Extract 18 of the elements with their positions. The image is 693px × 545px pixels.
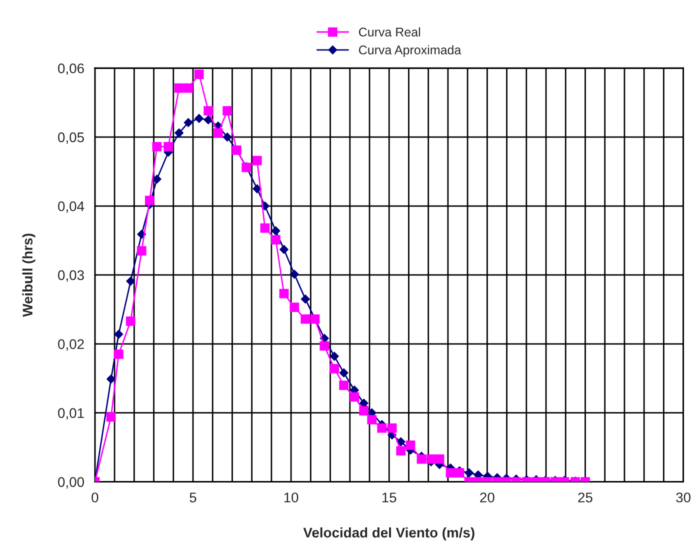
legend-label: Curva Aproximada <box>358 45 462 57</box>
y-tick-label: 0,01 <box>58 408 84 420</box>
x-tick-label: 25 <box>578 492 592 502</box>
x-tick-label: 20 <box>480 492 494 502</box>
x-tick-label: 5 <box>190 492 196 502</box>
x-tick-label: 30 <box>676 492 690 502</box>
x-tick-label: 15 <box>382 492 396 502</box>
y-tick-label: 0,05 <box>58 132 84 144</box>
x-tick-label: 10 <box>284 492 298 502</box>
y-axis-title: Weibull (hrs) <box>22 234 36 317</box>
y-tick-label: 0,02 <box>58 339 84 351</box>
y-tick-label: 0,03 <box>58 270 84 282</box>
y-tick-label: 0,04 <box>58 201 84 213</box>
x-tick-label: 0 <box>92 492 98 502</box>
y-tick-label: 0,00 <box>58 477 84 489</box>
x-axis-title: Velocidad del Viento (m/s) <box>303 527 474 540</box>
legend-label: Curva Real <box>358 27 420 36</box>
y-tick-label: 0,06 <box>58 63 84 75</box>
